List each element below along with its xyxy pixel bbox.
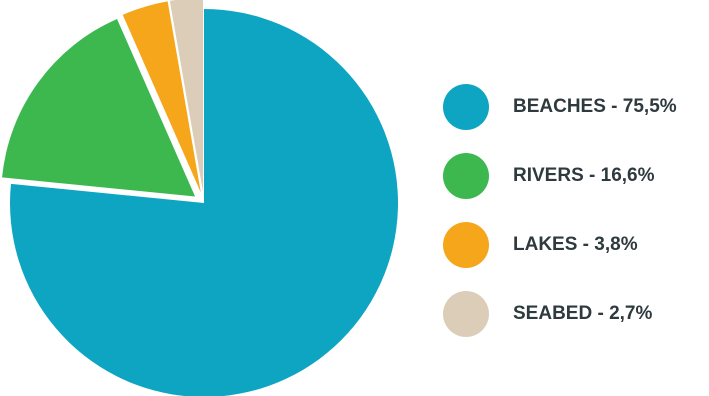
legend-label-rivers: RIVERS - 16,6%	[513, 165, 655, 186]
pie-slice-lakes	[122, 1, 201, 193]
pie-slice-seabed	[169, 0, 204, 193]
legend-label-beaches: BEACHES - 75,5%	[513, 96, 677, 117]
legend-item-lakes: LAKES - 3,8%	[443, 222, 677, 268]
pie-slice-beaches	[10, 9, 398, 396]
legend-swatch-seabed	[443, 291, 489, 337]
legend-swatch-beaches	[443, 84, 489, 130]
legend-label-seabed: SEABED - 2,7%	[513, 303, 653, 324]
legend-swatch-rivers	[443, 153, 489, 199]
pie-chart	[2, 0, 398, 396]
legend-label-lakes: LAKES - 3,8%	[513, 234, 638, 255]
legend-item-seabed: SEABED - 2,7%	[443, 291, 677, 337]
pie-slice-rivers	[2, 18, 196, 197]
legend-item-rivers: RIVERS - 16,6%	[443, 153, 677, 199]
chart-legend: BEACHES - 75,5% RIVERS - 16,6% LAKES - 3…	[443, 84, 677, 360]
legend-swatch-lakes	[443, 222, 489, 268]
legend-item-beaches: BEACHES - 75,5%	[443, 84, 677, 130]
